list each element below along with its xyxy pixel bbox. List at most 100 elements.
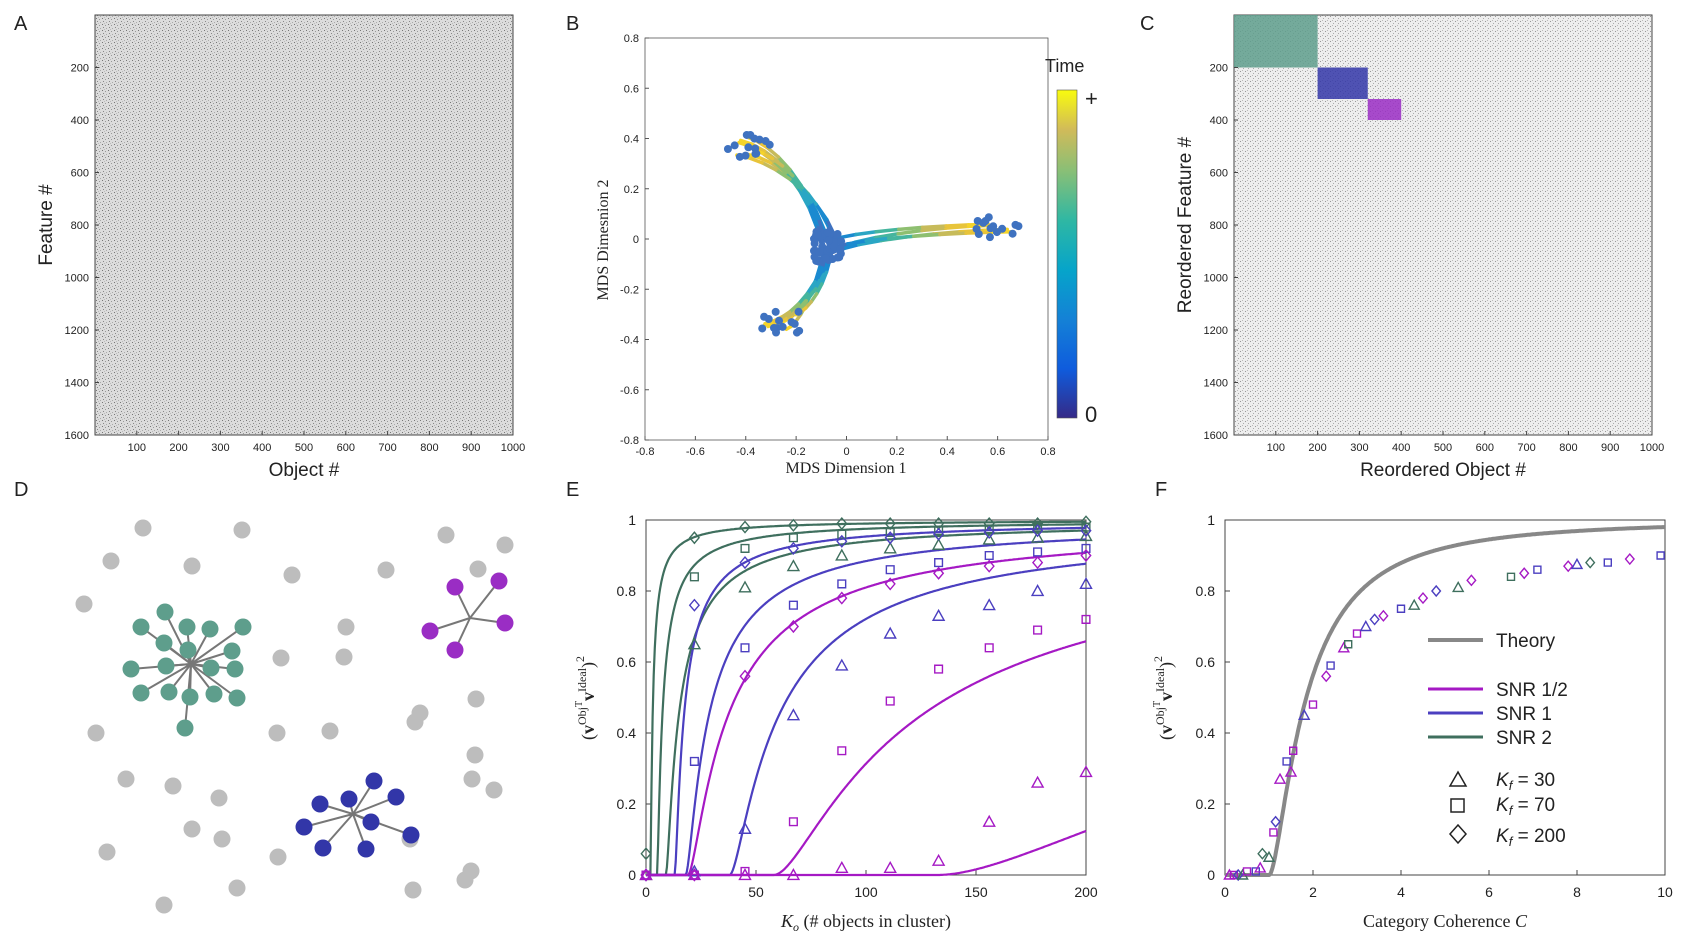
- purple-cluster: [421, 572, 514, 659]
- panel-e-marker: [640, 847, 652, 861]
- diamond-marker-icon: [1448, 823, 1468, 845]
- panel-e-y-tick-label: 0: [628, 867, 636, 883]
- panel-e-marker: [1030, 584, 1045, 597]
- panel-e-marker: [931, 537, 946, 550]
- panel-f-marker: [1321, 670, 1332, 683]
- panel-letter-c: C: [1140, 13, 1154, 35]
- panel-e-x-label: Ko (# objects in cluster): [780, 911, 951, 934]
- panel-b-trajectory-segment: [896, 228, 924, 236]
- cluster-node: [155, 634, 173, 652]
- panel-f-y-tick-label: 0.8: [1196, 583, 1216, 599]
- panel-b-trajectory-segment: [920, 224, 948, 230]
- purple-block: [1367, 99, 1402, 120]
- legend-kf-30: Kf = 30: [1496, 770, 1555, 793]
- panel-e-marker: [934, 664, 944, 674]
- panel-c-x-tick-label: 600: [1476, 442, 1494, 454]
- panel-f-marker: [1298, 708, 1311, 720]
- panel-e-markers: [639, 515, 1093, 882]
- blue-block: [1317, 67, 1368, 99]
- panel-b-trajectory-segment: [771, 159, 788, 175]
- cluster-node: [357, 840, 375, 858]
- panel-b-data-point: [974, 230, 983, 239]
- panel-c-x-tick-label: 400: [1392, 442, 1410, 454]
- panel-e-marker: [1033, 547, 1043, 557]
- panel-b-x-tick-label: 0.2: [889, 446, 904, 458]
- panel-e-curve: [646, 520, 1086, 877]
- panel-b-data-point: [813, 230, 822, 239]
- panel-e-marker: [1030, 530, 1045, 543]
- cluster-node: [122, 660, 140, 678]
- panel-e-x-tick-label: 150: [964, 884, 988, 900]
- cluster-node: [314, 839, 332, 857]
- panel-e-marker: [837, 529, 847, 539]
- panel-b-data-point: [758, 324, 767, 333]
- panel-e-marker: [883, 860, 897, 873]
- panel-f-marker: [1378, 609, 1389, 622]
- panel-e-marker: [835, 658, 849, 671]
- panel-e-marker: [836, 591, 848, 605]
- panel-e-marker: [786, 559, 801, 572]
- panel-f-y-label: (vObjTvIdeal)2: [1151, 656, 1177, 740]
- panel-f-marker: [1308, 700, 1318, 709]
- panel-f-marker: [1624, 552, 1635, 566]
- panel-e-marker: [1079, 576, 1093, 589]
- panel-b-data-point: [744, 143, 753, 152]
- gray-node: [269, 848, 287, 866]
- panel-f-marker: [1289, 746, 1298, 755]
- square-marker-icon: [1450, 798, 1465, 813]
- cluster-edge: [140, 663, 192, 694]
- gray-node: [337, 618, 355, 636]
- panel-e-marker: [835, 548, 849, 561]
- gray-node: [404, 881, 422, 899]
- panel-b-trajectory-segment: [784, 324, 793, 331]
- panel-e-marker: [688, 531, 700, 545]
- panel-e-marker: [885, 565, 895, 575]
- panel-b-trajectory-segment: [813, 266, 824, 284]
- panel-e-marker: [787, 541, 799, 555]
- cluster-node: [295, 818, 313, 836]
- panel-f-marker: [1326, 661, 1335, 670]
- panel-b-trajectory-segment: [776, 155, 792, 172]
- gray-node: [233, 521, 251, 539]
- panel-c-y-tick-label: 1000: [1204, 273, 1228, 285]
- panel-b-x-tick-label: -0.6: [686, 446, 705, 458]
- panel-b-trajectory-segment: [874, 227, 901, 234]
- panel-e-curve: [646, 538, 1087, 877]
- gray-node: [283, 566, 301, 584]
- panel-c-y-label: Reordered Feature #: [1175, 136, 1196, 313]
- panel-b-x-tick-label: 0.6: [990, 446, 1005, 458]
- panel-f-marker: [1269, 828, 1278, 837]
- cluster-node: [234, 618, 252, 636]
- panel-b-y-tick-label: 0.4: [624, 134, 639, 146]
- panel-b-data-point: [989, 222, 998, 231]
- panel-f-marker: [1262, 850, 1276, 862]
- cluster-node: [202, 659, 220, 677]
- panel-b-data-point: [775, 316, 784, 325]
- panel-b-trajectory-segment: [791, 174, 805, 190]
- panel-a-y-tick-label: 1000: [65, 273, 89, 285]
- gray-node: [117, 770, 135, 788]
- panel-e-marker: [786, 708, 801, 721]
- panel-b-data-point: [1011, 220, 1020, 229]
- panel-f-x-tick-label: 8: [1573, 884, 1581, 900]
- panel-c-heatmap: [1233, 14, 1653, 436]
- panel-letter-f: F: [1155, 479, 1167, 501]
- panel-a-x-tick-label: 400: [253, 442, 271, 454]
- panel-e-marker: [1079, 529, 1093, 542]
- panel-b-trajectory-segment: [886, 234, 916, 241]
- panel-b-trajectory-segment: [809, 200, 821, 221]
- panel-b-y-tick-label: -0.6: [620, 385, 639, 397]
- panel-e-x-tick-label: 200: [1074, 884, 1098, 900]
- panel-e-marker: [984, 550, 994, 561]
- panel-letter-b: B: [566, 13, 579, 35]
- panel-e-marker: [788, 600, 798, 610]
- cluster-node: [181, 688, 199, 706]
- gray-node: [228, 879, 246, 897]
- panel-e-marker: [688, 598, 700, 612]
- panel-b-data-point: [790, 319, 799, 328]
- panel-b-data-point: [815, 248, 824, 257]
- panel-b-y-tick-label: -0.8: [620, 435, 639, 447]
- panel-b-data-point: [761, 137, 770, 146]
- panel-b-trajectory-segment: [747, 156, 764, 165]
